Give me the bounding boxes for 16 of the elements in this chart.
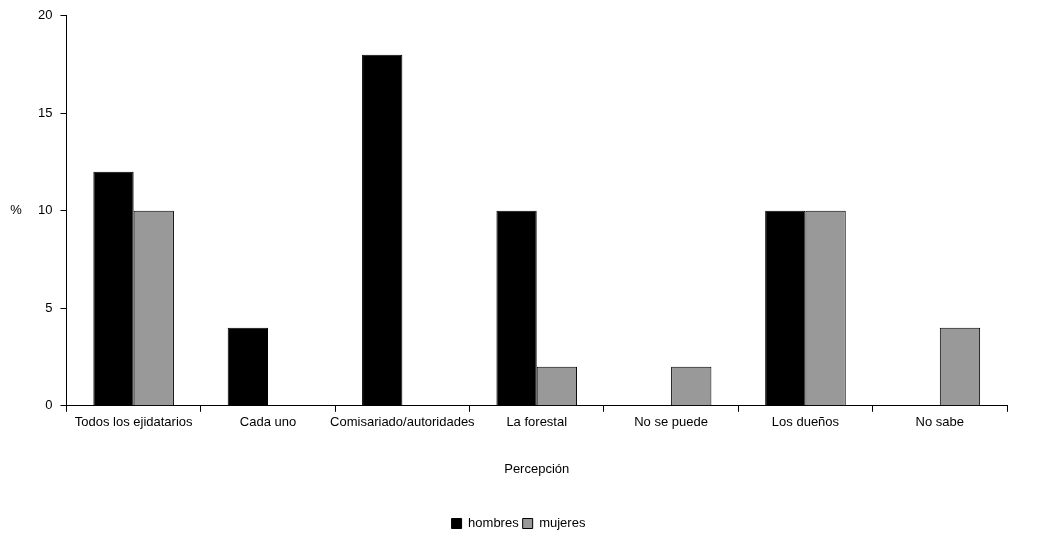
legend-label: mujeres bbox=[539, 515, 586, 531]
y-axis-title: % bbox=[10, 202, 23, 218]
x-tick-label: Cada uno bbox=[239, 414, 297, 430]
y-tick-label: 10 bbox=[37, 202, 53, 218]
y-tick-label: 5 bbox=[45, 299, 53, 315]
x-axis-title: Percepción bbox=[504, 460, 570, 476]
x-tick-label: La forestal bbox=[506, 414, 568, 430]
y-tick-label: 0 bbox=[45, 397, 53, 413]
x-tick-label: Los dueños bbox=[771, 414, 840, 430]
y-tick-label: 15 bbox=[37, 104, 53, 120]
x-tick-label: Todos los ejidatarios bbox=[74, 414, 194, 430]
legend-label: hombres bbox=[468, 515, 520, 531]
x-tick-label: Comisariado/autoridades bbox=[330, 414, 476, 430]
y-tick-label: 20 bbox=[37, 7, 53, 23]
x-tick-label: No se puede bbox=[634, 414, 708, 430]
x-tick-label: No sabe bbox=[915, 414, 965, 430]
